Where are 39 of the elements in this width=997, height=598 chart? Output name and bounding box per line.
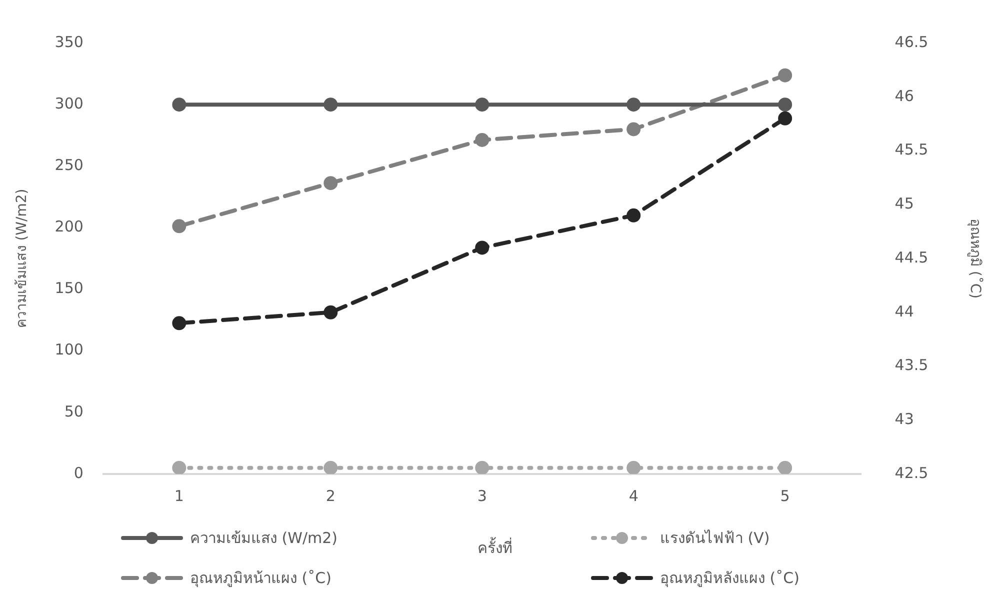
y-tick-label: 250	[54, 156, 84, 174]
x-tick-label: 4	[628, 486, 638, 505]
point	[778, 111, 792, 126]
y-tick-label: 100	[54, 340, 84, 359]
point	[324, 176, 338, 190]
point	[626, 122, 641, 136]
y-axis-title: ความเข้มแสง (W/m2)	[14, 188, 30, 328]
point	[475, 240, 490, 255]
y2-tick-label: 43.5	[894, 356, 928, 374]
point	[172, 219, 186, 234]
y2-tick-label: 46.5	[894, 32, 928, 51]
y-tick-label: 300	[54, 94, 84, 112]
legend-label: อุณหภูมิหลังแผง (˚C)	[660, 568, 800, 590]
point	[778, 68, 792, 82]
point	[475, 132, 490, 147]
y2-tick-label: 45.5	[894, 140, 928, 159]
point	[626, 208, 641, 222]
legend-label: แรงดันไฟฟ้า (V)	[660, 528, 770, 549]
y-tick-label: 150	[54, 279, 84, 298]
y2-tick-label: 45	[894, 194, 914, 213]
x-tick-label: 2	[326, 486, 336, 505]
point	[172, 316, 186, 330]
legend-label: อุณหภูมิหน้าแผง (˚C)	[190, 568, 332, 590]
y-tick-label: 50	[64, 402, 84, 420]
y-tick-label: 0	[74, 464, 84, 482]
legend-label: ความเข้มแสง (W/m2)	[190, 528, 338, 549]
x-tick-label: 5	[780, 486, 790, 505]
y2-tick-label: 44.5	[894, 248, 928, 266]
y2-tick-label: 43	[894, 410, 914, 428]
point	[324, 305, 338, 320]
y2-tick-label: 44	[894, 302, 914, 320]
x-tick-label: 3	[477, 486, 487, 505]
y-tick-label: 200	[54, 218, 84, 236]
x-axis-title: ครั้งที่	[476, 536, 514, 559]
y-tick-label: 350	[54, 32, 84, 51]
x-tick-label: 1	[174, 486, 184, 505]
y2-tick-label: 42.5	[894, 464, 928, 482]
y2-tick-label: 46	[894, 86, 914, 105]
y2-axis-title: อุณหภูมิ (˚C)	[966, 218, 984, 299]
